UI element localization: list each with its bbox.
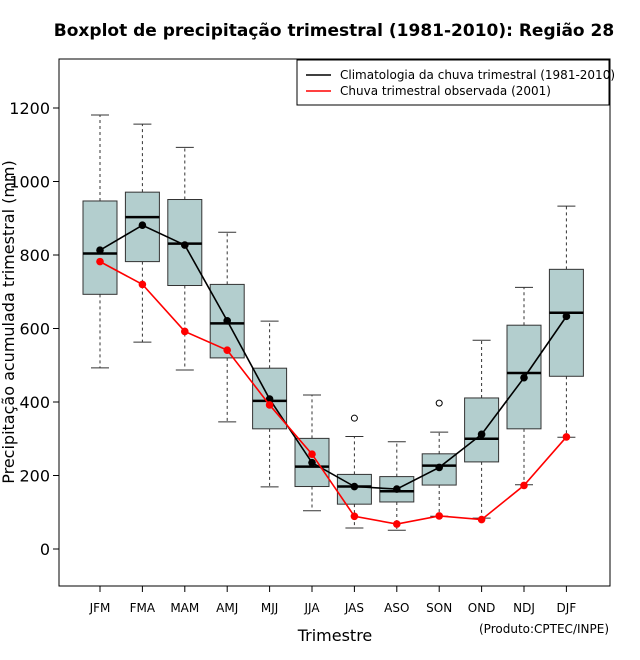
y-tick-label: 600 bbox=[19, 320, 50, 339]
credit-text: (Produto:CPTEC/INPE) bbox=[479, 622, 609, 636]
x-tick-label: MAM bbox=[170, 601, 199, 615]
series-point bbox=[435, 463, 444, 472]
x-tick-label: JAS bbox=[344, 601, 364, 615]
series-point bbox=[308, 458, 316, 467]
series-point bbox=[181, 327, 189, 336]
series-point bbox=[223, 346, 231, 354]
box-DJF bbox=[548, 205, 584, 438]
series-point bbox=[265, 401, 274, 409]
y-tick-label: 400 bbox=[19, 393, 50, 412]
x-tick-label: OND bbox=[468, 601, 496, 615]
boxplot-group bbox=[82, 114, 584, 531]
series-point bbox=[393, 485, 401, 493]
series-point bbox=[520, 481, 528, 490]
y-tick-label: 0 bbox=[40, 540, 50, 559]
y-tick-label: 200 bbox=[19, 467, 50, 486]
series-point bbox=[350, 512, 359, 521]
legend-label-climatology: Climatologia da chuva trimestral (1981-2… bbox=[340, 68, 615, 82]
y-tick-label: 800 bbox=[19, 246, 50, 265]
x-axis-label: Trimestre bbox=[297, 626, 373, 645]
box-OND bbox=[464, 339, 500, 519]
series-point bbox=[562, 433, 571, 441]
series-point bbox=[138, 221, 147, 230]
box-NDJ bbox=[506, 286, 542, 486]
y-axis: 0 200 400 600 800 1000 1200 bbox=[9, 99, 59, 559]
series-point bbox=[562, 312, 571, 321]
x-axis: JFM FMA MAM AMJ MJJ JJA JAS ASO SON OND NDJ DJF bbox=[89, 586, 577, 615]
series-point bbox=[96, 246, 104, 255]
box-AMJ bbox=[209, 231, 245, 423]
series-point bbox=[435, 512, 444, 520]
box-body bbox=[464, 397, 500, 463]
x-tick-label: JJA bbox=[303, 601, 320, 615]
chart-title: Boxplot de precipitação trimestral (1981… bbox=[54, 21, 614, 41]
legend-label-observed: Chuva trimestral observada (2001) bbox=[340, 84, 551, 98]
x-tick-label: ASO bbox=[384, 601, 409, 615]
series-point bbox=[181, 241, 189, 249]
x-tick-label: SON bbox=[426, 601, 452, 615]
series-point bbox=[96, 257, 104, 266]
y-tick-label: 1200 bbox=[9, 99, 50, 118]
box-body bbox=[548, 268, 584, 377]
x-tick-label: DJF bbox=[557, 601, 577, 615]
series-point bbox=[138, 280, 147, 289]
series-point bbox=[520, 373, 528, 382]
x-tick-label: NDJ bbox=[513, 601, 535, 615]
series-point bbox=[393, 520, 401, 528]
series-1 bbox=[96, 257, 571, 528]
y-tick-label: 1000 bbox=[9, 173, 50, 192]
series-point bbox=[265, 395, 274, 403]
outlier-point bbox=[350, 414, 358, 422]
legend: Climatologia da chuva trimestral (1981-2… bbox=[296, 59, 615, 106]
legend-box bbox=[296, 59, 610, 106]
x-tick-label: AMJ bbox=[216, 601, 238, 615]
box-JAS bbox=[336, 414, 372, 529]
series-point bbox=[350, 482, 359, 491]
series-lines bbox=[96, 221, 571, 528]
box-JFM bbox=[82, 114, 118, 369]
series-line bbox=[99, 260, 568, 525]
series-point bbox=[477, 515, 486, 524]
series-line bbox=[99, 224, 568, 490]
series-0 bbox=[96, 221, 571, 493]
series-point bbox=[308, 450, 316, 458]
outlier-point bbox=[435, 399, 443, 407]
x-tick-label: MJJ bbox=[261, 601, 278, 615]
y-axis-label: Precipitação acumulada trimestral (mm) bbox=[0, 160, 18, 484]
x-tick-label: FMA bbox=[130, 601, 156, 615]
plot-frame bbox=[58, 58, 611, 587]
x-tick-label: JFM bbox=[89, 601, 111, 615]
series-point bbox=[223, 316, 231, 325]
series-point bbox=[477, 430, 486, 439]
